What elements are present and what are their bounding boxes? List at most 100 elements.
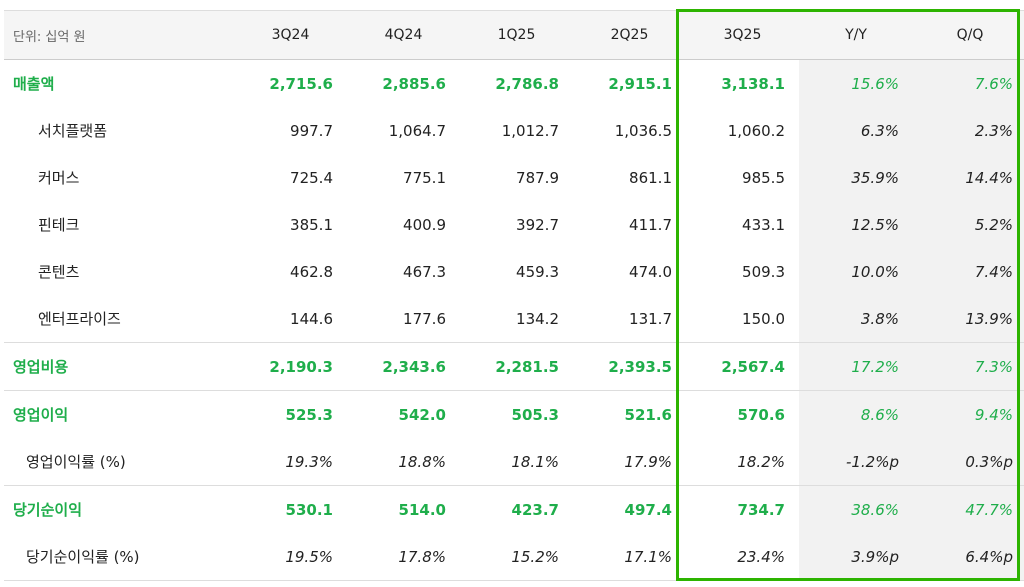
value-cell: 1,064.7: [388, 121, 446, 140]
value-cell: 19.3%: [285, 452, 333, 471]
header-cell: Y/Y: [799, 10, 913, 60]
value-cell: 985.5: [742, 168, 785, 187]
value-cell: 2,567.4: [686, 342, 799, 391]
value-cell: 13.9%: [913, 295, 1024, 343]
value-cell: 542.0: [347, 390, 460, 438]
header-cell: 1Q25: [460, 10, 573, 60]
value-cell: 3.8%: [799, 295, 913, 343]
row-label: 당기순이익률 (%): [4, 533, 234, 581]
row-label: 당기순이익: [4, 485, 234, 533]
table-row: 영업이익률 (%) 19.3% 18.8% 18.1% 17.9% 18.2% -1.2%p…: [4, 438, 1024, 486]
value-cell: 775.1: [403, 168, 446, 187]
value-cell: 570.6: [686, 390, 799, 438]
header-row: 단위: 십억 원 3Q24 4Q24 1Q25 2Q25 3Q25 Y/Y Q/Q: [4, 10, 1024, 60]
table-row: 매출액 2,715.6 2,885.6 2,786.8 2,915.1 3,138.1 15…: [4, 59, 1024, 107]
value-cell: -1.2%p: [799, 438, 913, 486]
value-cell: 144.6: [290, 309, 333, 328]
value-cell: 467.3: [403, 262, 446, 281]
value-cell: 725.4: [290, 168, 333, 187]
value-cell: 392.7: [516, 215, 559, 234]
value-cell: 35.9%: [799, 154, 913, 201]
value-cell: 530.1: [234, 485, 347, 533]
table-row: 영업비용 2,190.3 2,343.6 2,281.5 2,393.5 2,567.4 1…: [4, 342, 1024, 391]
value-cell: 997.7: [290, 121, 333, 140]
value-cell: 462.8: [290, 262, 333, 281]
value-cell: 5.2%: [913, 201, 1024, 248]
value-cell: 14.4%: [913, 154, 1024, 201]
value-cell: 131.7: [629, 309, 672, 328]
header-cell: 단위: 십억 원: [4, 10, 234, 60]
value-cell: 497.4: [573, 485, 686, 533]
table-row: 영업이익 525.3 542.0 505.3 521.6 570.6 8.6% 9.4%: [4, 390, 1024, 438]
value-cell: 505.3: [460, 390, 573, 438]
value-cell: 2.3%: [913, 107, 1024, 154]
value-cell: 385.1: [290, 215, 333, 234]
value-cell: 18.8%: [398, 452, 446, 471]
table-row: 서치플랫폼 997.7 1,064.7 1,012.7 1,036.5 1,060.2 6.…: [4, 107, 1024, 154]
row-label: 엔터프라이즈: [38, 310, 121, 328]
value-cell: 9.4%: [913, 390, 1024, 438]
value-cell: 17.8%: [347, 533, 460, 581]
header-cell: Q/Q: [913, 10, 1024, 60]
value-cell: 2,885.6: [347, 59, 460, 107]
value-cell: 474.0: [629, 262, 672, 281]
value-cell: 1,036.5: [614, 121, 672, 140]
value-cell: 15.2%: [460, 533, 573, 581]
value-cell: 514.0: [347, 485, 460, 533]
highlight-box: [676, 9, 1020, 581]
value-cell: 17.1%: [573, 533, 686, 581]
value-cell: 734.7: [686, 485, 799, 533]
value-cell: 2,281.5: [460, 342, 573, 391]
row-label: 커머스: [38, 169, 80, 187]
value-cell: 15.6%: [799, 59, 913, 107]
row-label: 영업비용: [4, 342, 234, 391]
value-cell: 1,060.2: [727, 121, 785, 140]
table-row: 당기순이익 530.1 514.0 423.7 497.4 734.7 38.6% 47.7%: [4, 485, 1024, 533]
value-cell: 459.3: [516, 262, 559, 281]
value-cell: 861.1: [629, 168, 672, 187]
value-cell: 7.6%: [913, 59, 1024, 107]
value-cell: 2,715.6: [234, 59, 347, 107]
row-label: 서치플랫폼: [38, 122, 108, 140]
row-label: 매출액: [4, 59, 234, 107]
value-cell: 19.5%: [234, 533, 347, 581]
value-cell: 17.2%: [799, 342, 913, 391]
value-cell: 509.3: [742, 262, 785, 281]
value-cell: 3,138.1: [686, 59, 799, 107]
value-cell: 150.0: [742, 309, 785, 328]
value-cell: 433.1: [742, 215, 785, 234]
value-cell: 10.0%: [799, 248, 913, 295]
value-cell: 525.3: [234, 390, 347, 438]
header-cell: 2Q25: [573, 10, 686, 60]
table-row: 엔터프라이즈 144.6 177.6 134.2 131.7 150.0 3.8% 13.9%: [4, 295, 1024, 343]
table-row: 당기순이익률 (%) 19.5% 17.8% 15.2% 17.1% 23.4% 3.9%p…: [4, 533, 1024, 581]
value-cell: 47.7%: [913, 485, 1024, 533]
value-cell: 2,786.8: [460, 59, 573, 107]
header-cell: 4Q24: [347, 10, 460, 60]
value-cell: 423.7: [460, 485, 573, 533]
table-row: 콘텐츠 462.8 467.3 459.3 474.0 509.3 10.0% 7.4%: [4, 248, 1024, 295]
value-cell: 7.4%: [913, 248, 1024, 295]
row-label: 핀테크: [38, 216, 80, 234]
table-row: 핀테크 385.1 400.9 392.7 411.7 433.1 12.5% 5.2%: [4, 201, 1024, 248]
financial-table: 단위: 십억 원 3Q24 4Q24 1Q25 2Q25 3Q25 Y/Y Q/Q 매출액 2,7…: [4, 10, 1024, 581]
value-cell: 18.2%: [737, 452, 785, 471]
value-cell: 2,393.5: [573, 342, 686, 391]
value-cell: 521.6: [573, 390, 686, 438]
value-cell: 6.4%p: [913, 533, 1024, 581]
row-label: 영업이익률 (%): [26, 453, 126, 471]
value-cell: 3.9%p: [799, 533, 913, 581]
value-cell: 0.3%p: [913, 438, 1024, 486]
row-label: 콘텐츠: [38, 263, 80, 281]
value-cell: 38.6%: [799, 485, 913, 533]
table-row: 커머스 725.4 775.1 787.9 861.1 985.5 35.9% 14.4%: [4, 154, 1024, 201]
value-cell: 2,915.1: [573, 59, 686, 107]
value-cell: 1,012.7: [501, 121, 559, 140]
header-cell: 3Q24: [234, 10, 347, 60]
value-cell: 18.1%: [511, 452, 559, 471]
value-cell: 411.7: [629, 215, 672, 234]
value-cell: 12.5%: [799, 201, 913, 248]
value-cell: 2,343.6: [347, 342, 460, 391]
value-cell: 177.6: [403, 309, 446, 328]
